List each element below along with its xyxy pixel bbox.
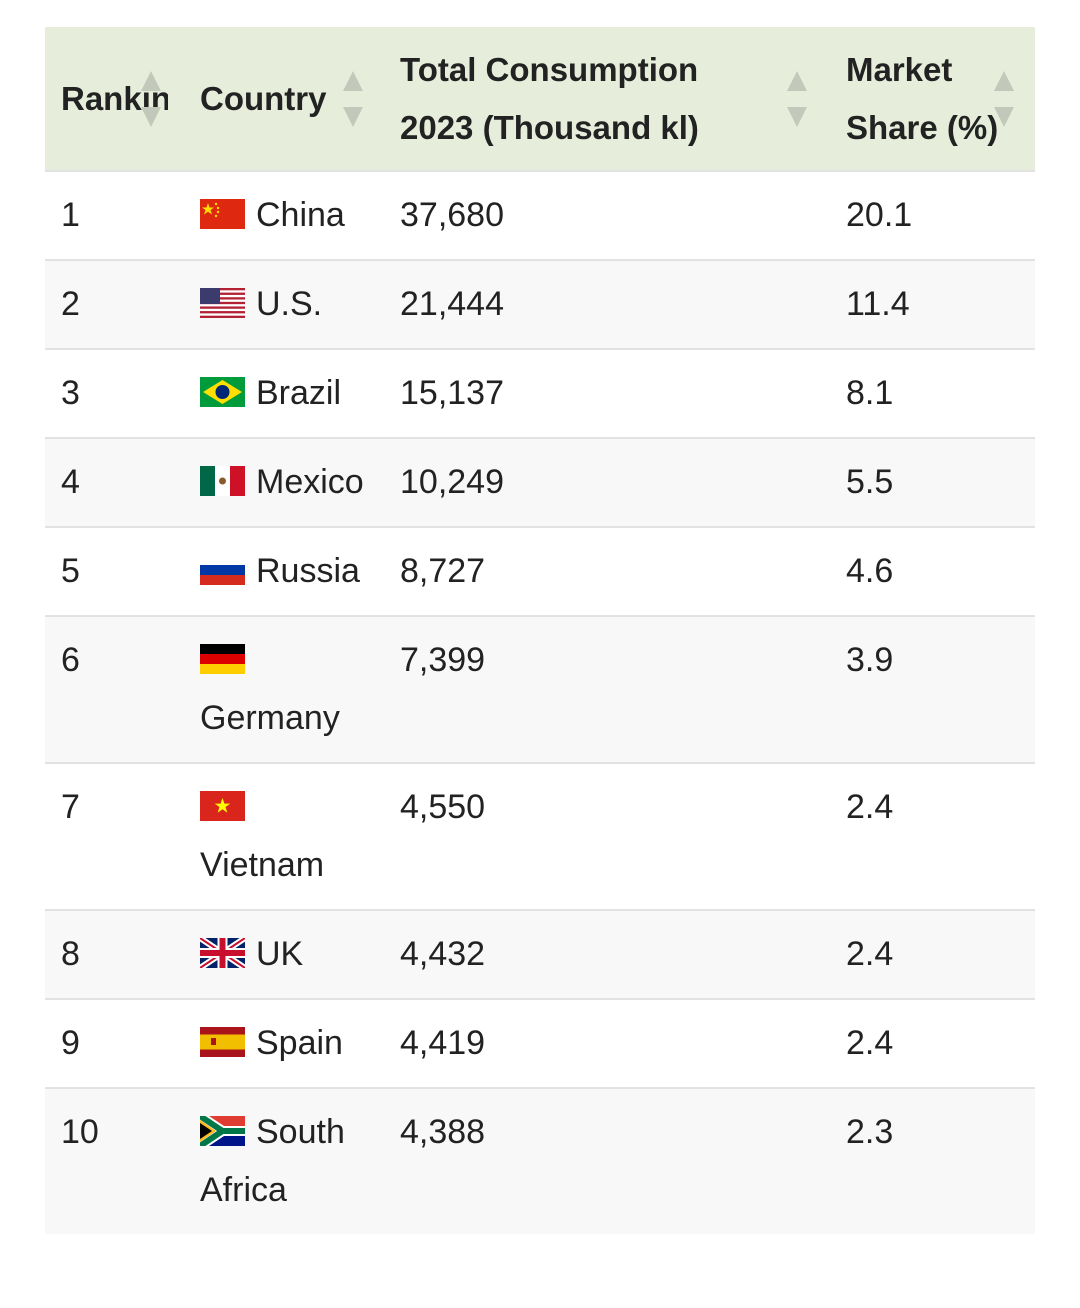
country-name: South Africa — [200, 1113, 345, 1209]
country-cell: Russia — [184, 526, 384, 616]
table-row: 3 Brazil 15,137 8.1 — [45, 348, 1035, 438]
country-cell: Vietnam — [184, 762, 384, 910]
country-name: Mexico — [256, 463, 364, 501]
flag-uk-icon — [200, 938, 245, 968]
market-share-cell: 2.4 — [830, 909, 1035, 999]
consumption-cell: 15,137 — [384, 348, 830, 438]
flag-china-icon — [200, 199, 245, 229]
flag-us-icon — [200, 288, 245, 318]
rank-cell: 7 — [45, 762, 184, 910]
consumption-table: Ranking Country Total Consumption 2023 (… — [45, 27, 1035, 1234]
rank-cell: 2 — [45, 259, 184, 349]
table-row: 1 China 37,680 20.1 — [45, 170, 1035, 260]
header-label: Market Share (%) — [846, 51, 999, 146]
table-row: 10 South Africa 4,388 2.3 — [45, 1087, 1035, 1234]
consumption-cell: 4,432 — [384, 909, 830, 999]
rank-cell: 1 — [45, 170, 184, 260]
market-share-cell: 8.1 — [830, 348, 1035, 438]
table-row: 8 UK 4,432 2.4 — [45, 909, 1035, 999]
country-name: Brazil — [256, 374, 342, 412]
sort-icon[interactable] — [140, 70, 162, 127]
consumption-cell: 8,727 — [384, 526, 830, 616]
market-share-cell: 5.5 — [830, 437, 1035, 527]
flag-brazil-icon — [200, 377, 245, 407]
consumption-cell: 4,550 — [384, 762, 830, 910]
header-label: Total Consumption 2023 (Thousand kl) — [400, 51, 699, 146]
market-share-cell: 2.3 — [830, 1087, 1035, 1234]
consumption-cell: 7,399 — [384, 615, 830, 763]
country-cell: Germany — [184, 615, 384, 763]
flag-mexico-icon — [200, 466, 245, 496]
country-name: Vietnam — [200, 846, 325, 884]
rank-cell: 5 — [45, 526, 184, 616]
consumption-cell: 4,388 — [384, 1087, 830, 1234]
country-name: Germany — [200, 699, 340, 737]
market-share-cell: 2.4 — [830, 762, 1035, 910]
sort-icon[interactable] — [993, 70, 1015, 127]
table-row: 6 Germany 7,399 3.9 — [45, 615, 1035, 763]
market-share-cell: 11.4 — [830, 259, 1035, 349]
sort-icon[interactable] — [786, 70, 808, 127]
table-row: 7 Vietnam 4,550 2.4 — [45, 762, 1035, 910]
country-cell: UK — [184, 909, 384, 999]
rank-cell: 3 — [45, 348, 184, 438]
table-row: 5 Russia 8,727 4.6 — [45, 526, 1035, 616]
flag-germany-icon — [200, 644, 245, 674]
market-share-cell: 2.4 — [830, 998, 1035, 1088]
flag-south-africa-icon — [200, 1116, 245, 1146]
flag-spain-icon — [200, 1027, 245, 1057]
consumption-cell: 37,680 — [384, 170, 830, 260]
flag-russia-icon — [200, 555, 245, 585]
market-share-cell: 3.9 — [830, 615, 1035, 763]
country-name: China — [256, 196, 345, 234]
country-name: Spain — [256, 1024, 343, 1062]
market-share-cell: 4.6 — [830, 526, 1035, 616]
header-consumption[interactable]: Total Consumption 2023 (Thousand kl) — [384, 27, 830, 171]
consumption-cell: 21,444 — [384, 259, 830, 349]
flag-vietnam-icon — [200, 791, 245, 821]
consumption-cell: 4,419 — [384, 998, 830, 1088]
country-cell: China — [184, 170, 384, 260]
country-cell: U.S. — [184, 259, 384, 349]
country-name: Russia — [256, 552, 360, 590]
rank-cell: 6 — [45, 615, 184, 763]
header-country[interactable]: Country — [184, 27, 384, 171]
rank-cell: 8 — [45, 909, 184, 999]
country-cell: South Africa — [184, 1087, 384, 1234]
sort-icon[interactable] — [342, 70, 364, 127]
country-name: UK — [256, 935, 304, 973]
rank-cell: 10 — [45, 1087, 184, 1234]
country-cell: Brazil — [184, 348, 384, 438]
header-row: Ranking Country Total Consumption 2023 (… — [45, 27, 1035, 171]
country-cell: Mexico — [184, 437, 384, 527]
market-share-cell: 20.1 — [830, 170, 1035, 260]
consumption-cell: 10,249 — [384, 437, 830, 527]
rank-cell: 9 — [45, 998, 184, 1088]
table-row: 9 Spain 4,419 2.4 — [45, 998, 1035, 1088]
header-market-share[interactable]: Market Share (%) — [830, 27, 1035, 171]
header-label: Country — [200, 80, 327, 117]
rank-cell: 4 — [45, 437, 184, 527]
table-row: 2 U.S. 21,444 11.4 — [45, 259, 1035, 349]
table-row: 4 Mexico 10,249 5.5 — [45, 437, 1035, 527]
header-ranking[interactable]: Ranking — [45, 27, 184, 171]
country-cell: Spain — [184, 998, 384, 1088]
country-name: U.S. — [256, 285, 323, 323]
